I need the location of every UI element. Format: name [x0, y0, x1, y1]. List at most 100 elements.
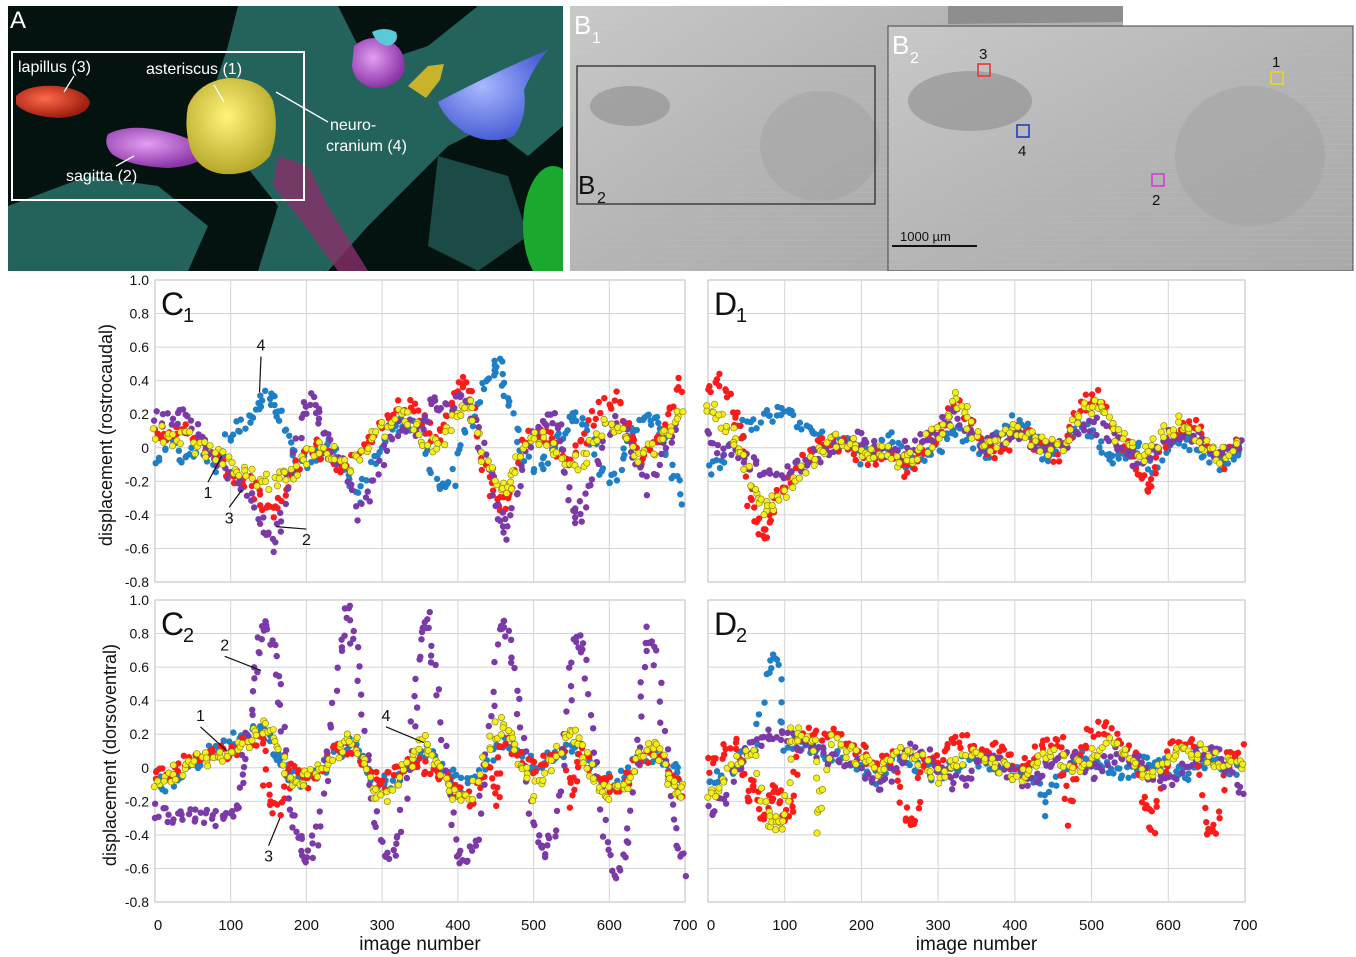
data-point [476, 770, 484, 778]
data-point [1118, 772, 1126, 779]
data-point [1111, 437, 1119, 445]
data-point [493, 802, 500, 810]
b2-region-box [576, 65, 876, 205]
data-point [658, 679, 665, 687]
data-point [484, 457, 492, 465]
data-point [993, 444, 1001, 452]
data-point [707, 388, 714, 396]
data-point [740, 451, 748, 459]
data-point [769, 651, 777, 658]
data-point [711, 400, 719, 408]
data-point [753, 425, 760, 432]
data-point [461, 429, 469, 436]
data-point [313, 773, 321, 781]
data-point [353, 733, 361, 741]
data-point [1006, 447, 1013, 454]
data-point [851, 445, 859, 453]
annotation-label: 2 [302, 532, 311, 549]
data-point [1149, 435, 1157, 443]
data-point [415, 745, 423, 753]
annotation-label: 3 [225, 510, 234, 527]
data-point [275, 673, 283, 680]
y-axis-label: displacement (rostrocaudal) [96, 324, 116, 546]
data-point [343, 730, 351, 738]
panel-a-letter: A [10, 7, 26, 34]
data-point [820, 749, 827, 757]
data-point [224, 475, 231, 482]
data-point [682, 872, 690, 880]
data-point [366, 498, 373, 505]
data-point [504, 523, 511, 530]
data-point [605, 846, 612, 854]
data-point [392, 852, 399, 859]
data-point [404, 408, 412, 416]
data-point [1044, 451, 1052, 459]
data-point [599, 833, 607, 840]
data-point [713, 768, 721, 775]
series-asteriscus [703, 389, 1241, 519]
data-point [535, 440, 543, 448]
data-point [1181, 442, 1188, 450]
data-point [1059, 733, 1067, 741]
data-point [819, 744, 827, 751]
data-point [1144, 488, 1152, 495]
data-point [878, 442, 886, 450]
data-point [186, 428, 194, 436]
x-tick-label: 100 [772, 917, 797, 934]
data-point [151, 435, 159, 443]
y-tick-label: 0.6 [130, 339, 150, 355]
data-point [794, 737, 802, 745]
data-point [341, 462, 349, 470]
data-point [870, 764, 878, 772]
data-point [451, 786, 459, 794]
data-point [670, 403, 677, 410]
neurocranium-shape [438, 50, 548, 141]
data-point [1095, 718, 1102, 725]
data-point [588, 476, 596, 483]
data-point [626, 773, 634, 781]
data-point [775, 661, 782, 668]
data-point [442, 400, 449, 407]
data-point [720, 778, 728, 786]
data-point [433, 475, 441, 483]
data-point [1230, 456, 1237, 463]
data-point [652, 740, 660, 748]
data-point [437, 427, 444, 434]
data-point [558, 446, 566, 453]
data-point [151, 800, 159, 807]
data-point [675, 374, 682, 382]
data-point [676, 477, 683, 484]
b2-letter: B [892, 30, 909, 60]
data-point [354, 643, 362, 651]
data-point [1153, 797, 1160, 805]
data-point [552, 833, 559, 840]
data-point [169, 415, 177, 422]
data-point [981, 755, 989, 763]
data-point [193, 750, 201, 758]
data-point [513, 710, 521, 718]
data-point [540, 465, 547, 473]
data-point [1080, 427, 1088, 434]
data-point [989, 432, 996, 439]
data-point [1224, 460, 1231, 467]
data-point [452, 771, 460, 779]
data-point [1091, 396, 1099, 404]
data-point [933, 423, 941, 431]
data-point [393, 834, 401, 841]
data-point [1132, 759, 1140, 767]
data-point [304, 847, 312, 854]
data-point [1178, 760, 1186, 767]
data-point [164, 818, 171, 826]
data-point [568, 697, 575, 704]
data-point [751, 504, 758, 511]
data-point [226, 738, 233, 745]
data-point [674, 764, 681, 771]
data-point [933, 752, 941, 759]
data-point [639, 753, 647, 761]
data-point [420, 426, 427, 433]
data-point [705, 754, 712, 762]
data-point [448, 821, 455, 829]
data-point [924, 449, 932, 457]
data-point [280, 783, 288, 790]
data-point [1154, 444, 1162, 452]
